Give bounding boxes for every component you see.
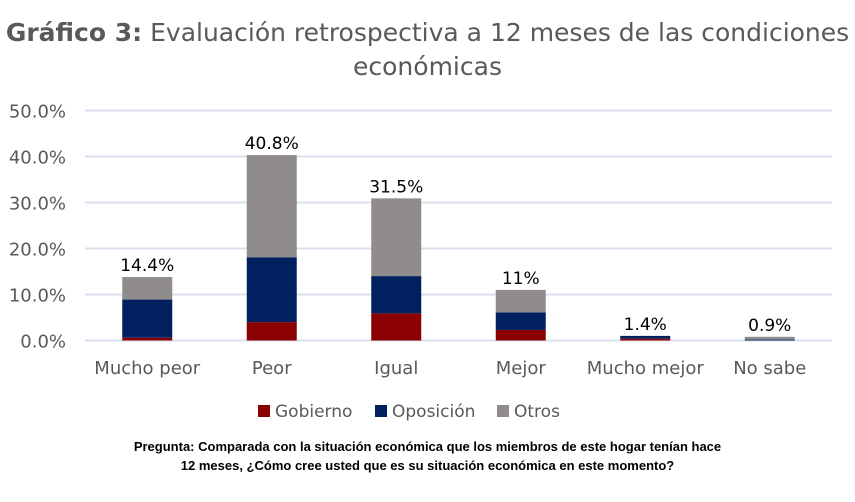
bar-otros <box>744 336 795 340</box>
total-label: 11% <box>502 269 540 289</box>
legend-label: Otros <box>514 402 560 422</box>
bar-gobierno <box>246 322 297 341</box>
total-label: 14.4% <box>120 256 174 276</box>
legend-swatch-gobierno <box>258 405 270 417</box>
legend-swatch-otros <box>497 405 509 417</box>
bar-oposición <box>495 312 546 330</box>
total-label: 31.5% <box>369 177 423 197</box>
footer-line-1: Pregunta: Comparada con la situación eco… <box>133 439 722 454</box>
bar-otros <box>246 155 297 258</box>
title-prefix: Gráfico 3: <box>5 18 143 47</box>
bar-oposición <box>246 257 297 323</box>
total-label: 40.8% <box>245 134 299 154</box>
bar-oposición <box>620 335 671 339</box>
bar-otros <box>371 198 422 277</box>
bar-gobierno <box>371 313 422 341</box>
y-tick-label: 20.0% <box>9 240 66 261</box>
bar-gobierno <box>122 337 173 341</box>
x-tick-label: No sabe <box>733 358 806 379</box>
y-tick-label: 0.0% <box>20 332 66 353</box>
x-tick-label: Mucho mejor <box>587 358 705 379</box>
total-label: 0.9% <box>748 316 791 336</box>
y-tick-label: 40.0% <box>9 148 66 169</box>
bar-oposición <box>122 299 173 338</box>
title-text: Evaluación retrospectiva a 12 meses de l… <box>150 18 850 81</box>
x-tick-label: Mejor <box>496 358 547 379</box>
legend-label: Oposición <box>392 402 475 422</box>
bar-gobierno <box>620 338 671 341</box>
bar-otros <box>495 289 546 313</box>
footer-line-2: 12 meses, ¿Cómo cree usted que es su sit… <box>180 458 675 473</box>
legend-swatch-oposición <box>375 405 387 417</box>
total-label: 1.4% <box>624 315 667 335</box>
legend-label: Gobierno <box>275 402 352 422</box>
x-tick-label: Peor <box>252 358 292 379</box>
question-footer: Pregunta: Comparada con la situación eco… <box>0 437 855 475</box>
x-tick-label: Igual <box>374 358 418 379</box>
y-tick-label: 50.0% <box>9 102 66 123</box>
chart-svg: 0.0% 10.0% 20.0% 30.0% 40.0% 50.0% 14.4% Mucho … <box>9 102 832 422</box>
bar-oposición <box>371 276 422 314</box>
bar-oposición <box>744 339 795 341</box>
y-tick-label: 30.0% <box>9 194 66 215</box>
chart-title: Gráfico 3: Evaluación retrospectiva a 12… <box>0 16 855 84</box>
y-tick-label: 10.0% <box>9 286 66 307</box>
bar-otros <box>122 277 173 300</box>
bar-gobierno <box>495 329 546 341</box>
x-tick-label: Mucho peor <box>94 358 200 379</box>
